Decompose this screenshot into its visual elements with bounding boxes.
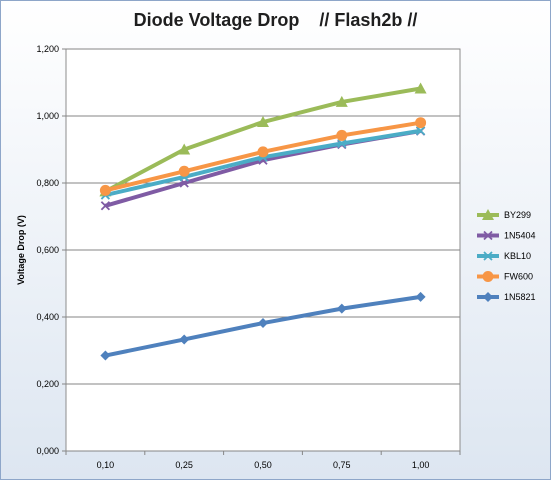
- x-tick-label: 1,00: [412, 460, 430, 470]
- y-tick-label: 0,400: [36, 312, 59, 322]
- legend-label-1n5404: 1N5404: [504, 231, 536, 241]
- x-tick-label: 0,75: [333, 460, 351, 470]
- y-axis-title: Voltage Drop (V): [16, 215, 26, 285]
- y-tick-label: 1,200: [36, 44, 59, 54]
- y-tick-label: 0,000: [36, 446, 59, 456]
- data-point-fw600: [336, 130, 347, 141]
- legend-label-by299: BY299: [504, 210, 531, 220]
- data-point-fw600: [258, 146, 269, 157]
- legend-label-1n5821: 1N5821: [504, 292, 536, 302]
- y-tick-label: 1,000: [36, 111, 59, 121]
- legend-marker-fw600: [483, 271, 494, 282]
- data-point-fw600: [179, 166, 190, 177]
- y-tick-label: 0,600: [36, 245, 59, 255]
- legend-label-fw600: FW600: [504, 272, 533, 282]
- legend-marker-1n5821: [483, 292, 493, 302]
- legend-label-kbl10: KBL10: [504, 251, 531, 261]
- x-tick-label: 0,25: [175, 460, 193, 470]
- x-tick-label: 0,10: [97, 460, 115, 470]
- y-tick-label: 0,800: [36, 178, 59, 188]
- data-point-fw600: [100, 185, 111, 196]
- y-tick-label: 0,200: [36, 379, 59, 389]
- data-point-fw600: [415, 117, 426, 128]
- x-tick-label: 0,50: [254, 460, 272, 470]
